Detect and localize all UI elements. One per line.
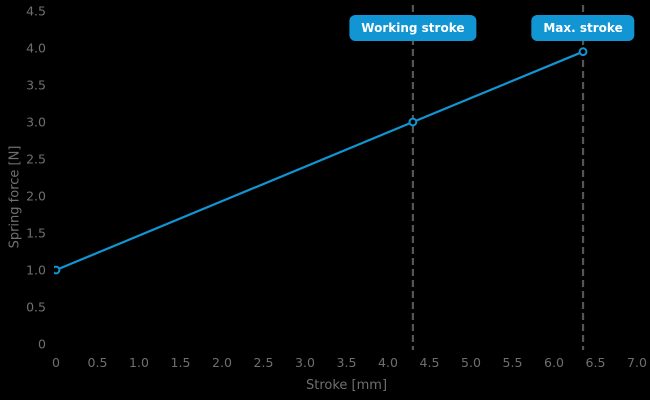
y-tick-label: 4.0 [26, 41, 46, 56]
data-point-marker [578, 47, 588, 57]
y-tick-label: 0.5 [26, 300, 46, 315]
y-tick-label: 4.5 [26, 4, 46, 19]
x-tick-label: 6.0 [544, 355, 564, 370]
y-tick-label: 0 [38, 337, 46, 352]
y-tick-label: 3.0 [26, 115, 46, 130]
data-point-marker [54, 265, 61, 275]
series-group [54, 47, 588, 275]
x-tick-label: 5.5 [503, 355, 523, 370]
x-tick-label: 1.0 [129, 355, 149, 370]
x-tick-label: 3.5 [337, 355, 357, 370]
y-axis-title: Spring force [N] [7, 145, 23, 249]
x-tick-label: 0.5 [88, 355, 108, 370]
x-axis-title: Stroke [mm] [305, 378, 388, 393]
x-tick-label: 4.5 [420, 355, 440, 370]
x-tick-label: 5.0 [461, 355, 481, 370]
working-stroke-badge: Working stroke [349, 15, 477, 41]
x-tick-label: 0 [52, 355, 60, 370]
y-tick-label: 2.5 [26, 152, 46, 167]
x-tick-label: 7.0 [627, 355, 647, 370]
max-stroke-badge: Max. stroke [531, 15, 635, 41]
x-tick-label: 2.5 [254, 355, 274, 370]
x-tick-label: 4.0 [378, 355, 398, 370]
y-tick-label: 1.0 [26, 263, 46, 278]
x-tick-label: 2.0 [212, 355, 232, 370]
x-tick-label: 1.5 [171, 355, 191, 370]
spring-force-line [55, 50, 584, 272]
y-tick-label: 1.5 [26, 226, 46, 241]
x-tick-label: 6.5 [586, 355, 606, 370]
y-tick-label: 3.5 [26, 78, 46, 93]
data-point-marker [408, 117, 418, 127]
y-tick-label: 2.0 [26, 189, 46, 204]
x-tick-label: 3.0 [295, 355, 315, 370]
